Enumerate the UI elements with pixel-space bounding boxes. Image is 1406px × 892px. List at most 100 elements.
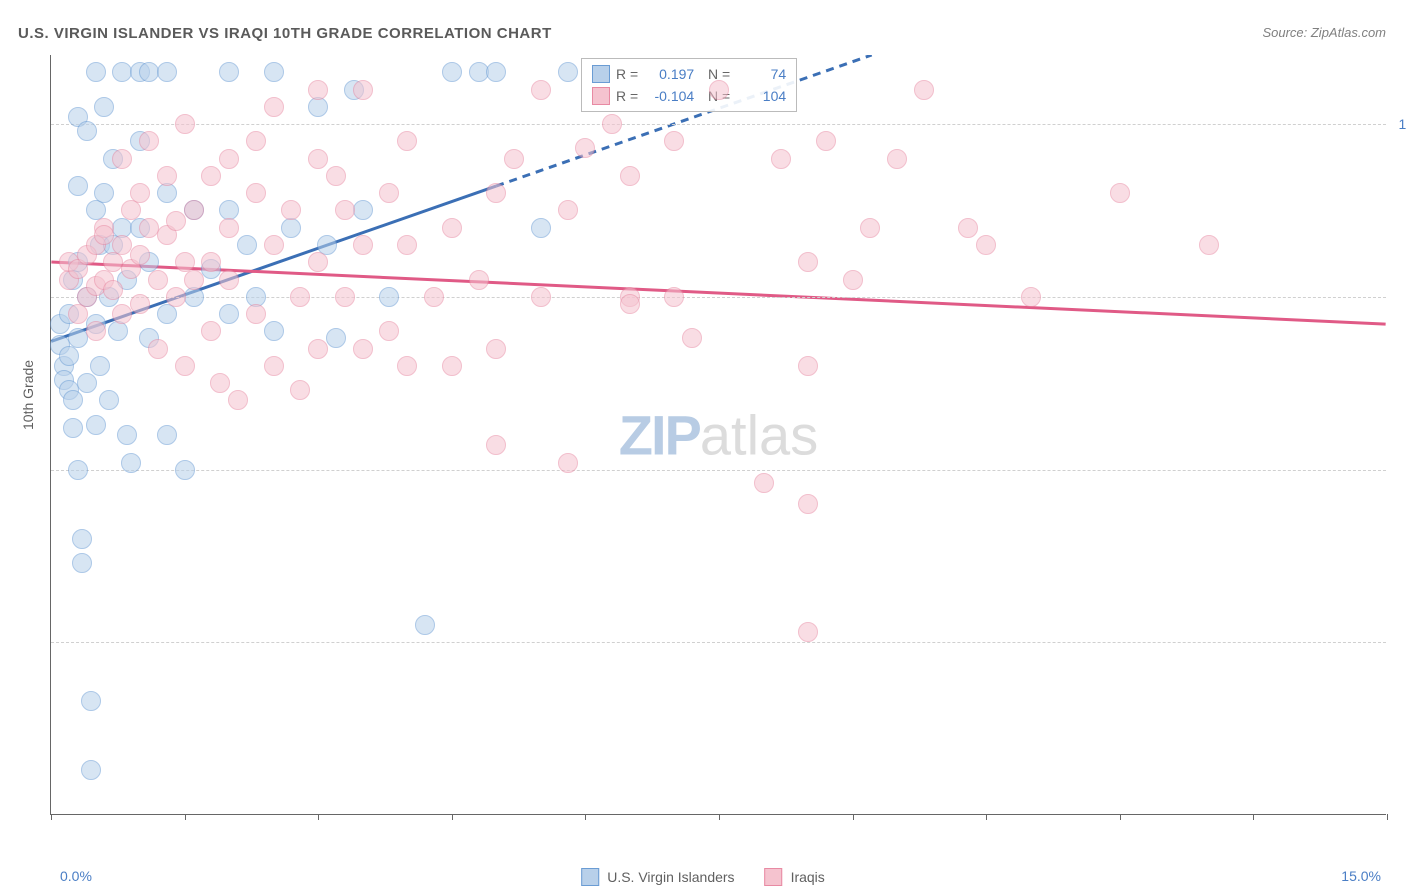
scatter-point — [958, 218, 978, 238]
scatter-point — [486, 183, 506, 203]
source-label: Source: ZipAtlas.com — [1262, 25, 1386, 40]
scatter-point — [1021, 287, 1041, 307]
scatter-point — [175, 356, 195, 376]
scatter-point — [798, 356, 818, 376]
scatter-point — [281, 200, 301, 220]
scatter-point — [531, 80, 551, 100]
stat-n-value: 104 — [736, 88, 786, 104]
scatter-point — [1110, 183, 1130, 203]
scatter-point — [72, 553, 92, 573]
scatter-point — [264, 321, 284, 341]
scatter-point — [157, 304, 177, 324]
scatter-point — [442, 356, 462, 376]
scatter-point — [201, 252, 221, 272]
scatter-point — [1199, 235, 1219, 255]
scatter-point — [308, 252, 328, 272]
stat-n-value: 74 — [736, 66, 786, 82]
scatter-point — [175, 114, 195, 134]
scatter-point — [246, 304, 266, 324]
scatter-point — [486, 62, 506, 82]
scatter-point — [771, 149, 791, 169]
scatter-point — [86, 321, 106, 341]
scatter-point — [94, 225, 114, 245]
scatter-point — [326, 328, 346, 348]
scatter-point — [860, 218, 880, 238]
scatter-point — [308, 80, 328, 100]
scatter-point — [664, 131, 684, 151]
x-axis-max-label: 15.0% — [1341, 868, 1381, 884]
scatter-point — [664, 287, 684, 307]
x-tick — [1253, 814, 1254, 820]
scatter-point — [558, 453, 578, 473]
scatter-point — [184, 287, 204, 307]
scatter-point — [264, 97, 284, 117]
scatter-point — [602, 114, 622, 134]
scatter-point — [486, 435, 506, 455]
scatter-point — [108, 321, 128, 341]
scatter-point — [63, 418, 83, 438]
stat-r-value: -0.104 — [644, 88, 694, 104]
scatter-point — [620, 166, 640, 186]
scatter-point — [281, 218, 301, 238]
stat-row: R = 0.197 N = 74 — [592, 63, 786, 85]
scatter-point — [397, 356, 417, 376]
scatter-point — [264, 235, 284, 255]
scatter-point — [682, 328, 702, 348]
scatter-point — [59, 346, 79, 366]
scatter-point — [887, 149, 907, 169]
scatter-point — [397, 131, 417, 151]
scatter-point — [77, 121, 97, 141]
x-tick — [853, 814, 854, 820]
scatter-point — [486, 339, 506, 359]
scatter-point — [148, 339, 168, 359]
scatter-point — [531, 287, 551, 307]
legend-item: Iraqis — [765, 868, 825, 886]
scatter-point — [469, 270, 489, 290]
scatter-point — [558, 62, 578, 82]
scatter-point — [531, 218, 551, 238]
gridline — [51, 642, 1386, 643]
scatter-point — [290, 380, 310, 400]
scatter-point — [72, 529, 92, 549]
scatter-point — [308, 149, 328, 169]
scatter-point — [94, 183, 114, 203]
plot-area: ZIPatlas R = 0.197 N = 74 R = -0.104 N =… — [50, 55, 1386, 815]
x-tick — [585, 814, 586, 820]
x-tick — [986, 814, 987, 820]
scatter-point — [397, 235, 417, 255]
legend-swatch-icon — [765, 868, 783, 886]
scatter-point — [237, 235, 257, 255]
legend-swatch-icon — [592, 65, 610, 83]
scatter-point — [130, 183, 150, 203]
chart-title: U.S. VIRGIN ISLANDER VS IRAQI 10TH GRADE… — [18, 25, 552, 42]
legend-swatch-icon — [581, 868, 599, 886]
stat-r-label: R = — [616, 88, 638, 104]
scatter-point — [709, 80, 729, 100]
scatter-point — [166, 211, 186, 231]
scatter-point — [112, 304, 132, 324]
scatter-point — [914, 80, 934, 100]
x-tick — [318, 814, 319, 820]
scatter-point — [353, 80, 373, 100]
y-axis-label: 10th Grade — [20, 360, 36, 430]
scatter-point — [264, 356, 284, 376]
scatter-point — [157, 62, 177, 82]
scatter-point — [504, 149, 524, 169]
gridline — [51, 124, 1386, 125]
x-tick — [1120, 814, 1121, 820]
stat-row: R = -0.104 N = 104 — [592, 85, 786, 107]
x-tick — [185, 814, 186, 820]
scatter-point — [68, 460, 88, 480]
scatter-point — [112, 149, 132, 169]
scatter-point — [843, 270, 863, 290]
scatter-point — [184, 200, 204, 220]
scatter-point — [246, 183, 266, 203]
gridline — [51, 470, 1386, 471]
scatter-point — [816, 131, 836, 151]
scatter-point — [246, 131, 266, 151]
x-tick — [51, 814, 52, 820]
scatter-point — [976, 235, 996, 255]
scatter-point — [798, 252, 818, 272]
scatter-point — [99, 390, 119, 410]
regression-lines — [51, 55, 1386, 814]
